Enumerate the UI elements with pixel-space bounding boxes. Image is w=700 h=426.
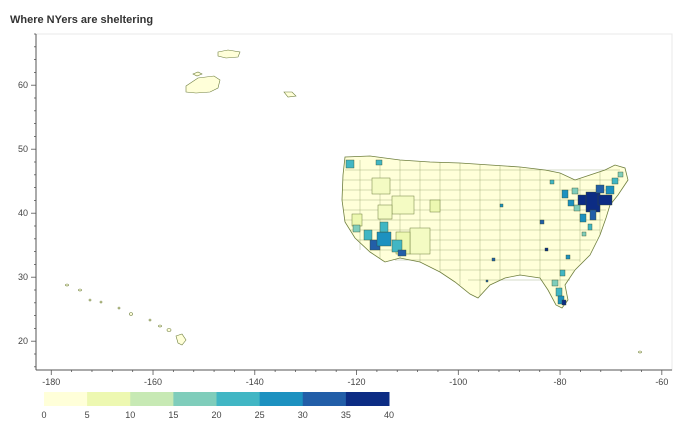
x-tick-label: -120 — [348, 377, 366, 387]
x-tick-label: -60 — [655, 377, 668, 387]
x-tick-label: -160 — [144, 377, 162, 387]
axis-ticks: -180 -160 -140 -120 -100 -80 -60 20 30 40 50 60 — [18, 33, 668, 387]
hawaii-region — [65, 283, 642, 354]
x-tick-label: -100 — [449, 377, 467, 387]
y-tick-label: 40 — [18, 208, 28, 218]
colorbar-labels: 0 5 10 15 20 25 30 35 40 — [41, 410, 394, 420]
colorbar-segment — [259, 392, 304, 406]
colorbar-segment — [44, 392, 88, 406]
colorbar-segment — [216, 392, 261, 406]
colorbar-tick-label: 10 — [125, 410, 135, 420]
colorbar-tick-label: 20 — [211, 410, 221, 420]
colorbar-tick-label: 25 — [255, 410, 265, 420]
x-tick-label: -140 — [246, 377, 264, 387]
contiguous-us — [341, 155, 629, 309]
colorbar-segment — [345, 392, 390, 406]
colorbar-tick-label: 35 — [341, 410, 351, 420]
colorbar-segment — [173, 392, 217, 406]
highlighted-counties — [345, 159, 624, 306]
y-tick-label: 30 — [18, 272, 28, 282]
colorbar-segment — [302, 392, 347, 406]
colorbar-tick-label: 30 — [298, 410, 308, 420]
colorbar — [44, 392, 390, 406]
map-title: Where NYers are sheltering — [10, 14, 154, 26]
x-tick-label: -180 — [42, 377, 60, 387]
y-tick-label: 20 — [18, 336, 28, 346]
x-tick-label: -80 — [554, 377, 567, 387]
y-tick-label: 50 — [18, 144, 28, 154]
colorbar-tick-label: 5 — [85, 410, 90, 420]
colorbar-tick-label: 15 — [168, 410, 178, 420]
colorbar-tick-label: 40 — [384, 410, 394, 420]
colorbar-segment — [87, 392, 131, 406]
colorbar-segment — [130, 392, 174, 406]
y-tick-label: 60 — [18, 80, 28, 90]
alaska-region — [185, 49, 297, 98]
colorbar-tick-label: 0 — [41, 410, 46, 420]
